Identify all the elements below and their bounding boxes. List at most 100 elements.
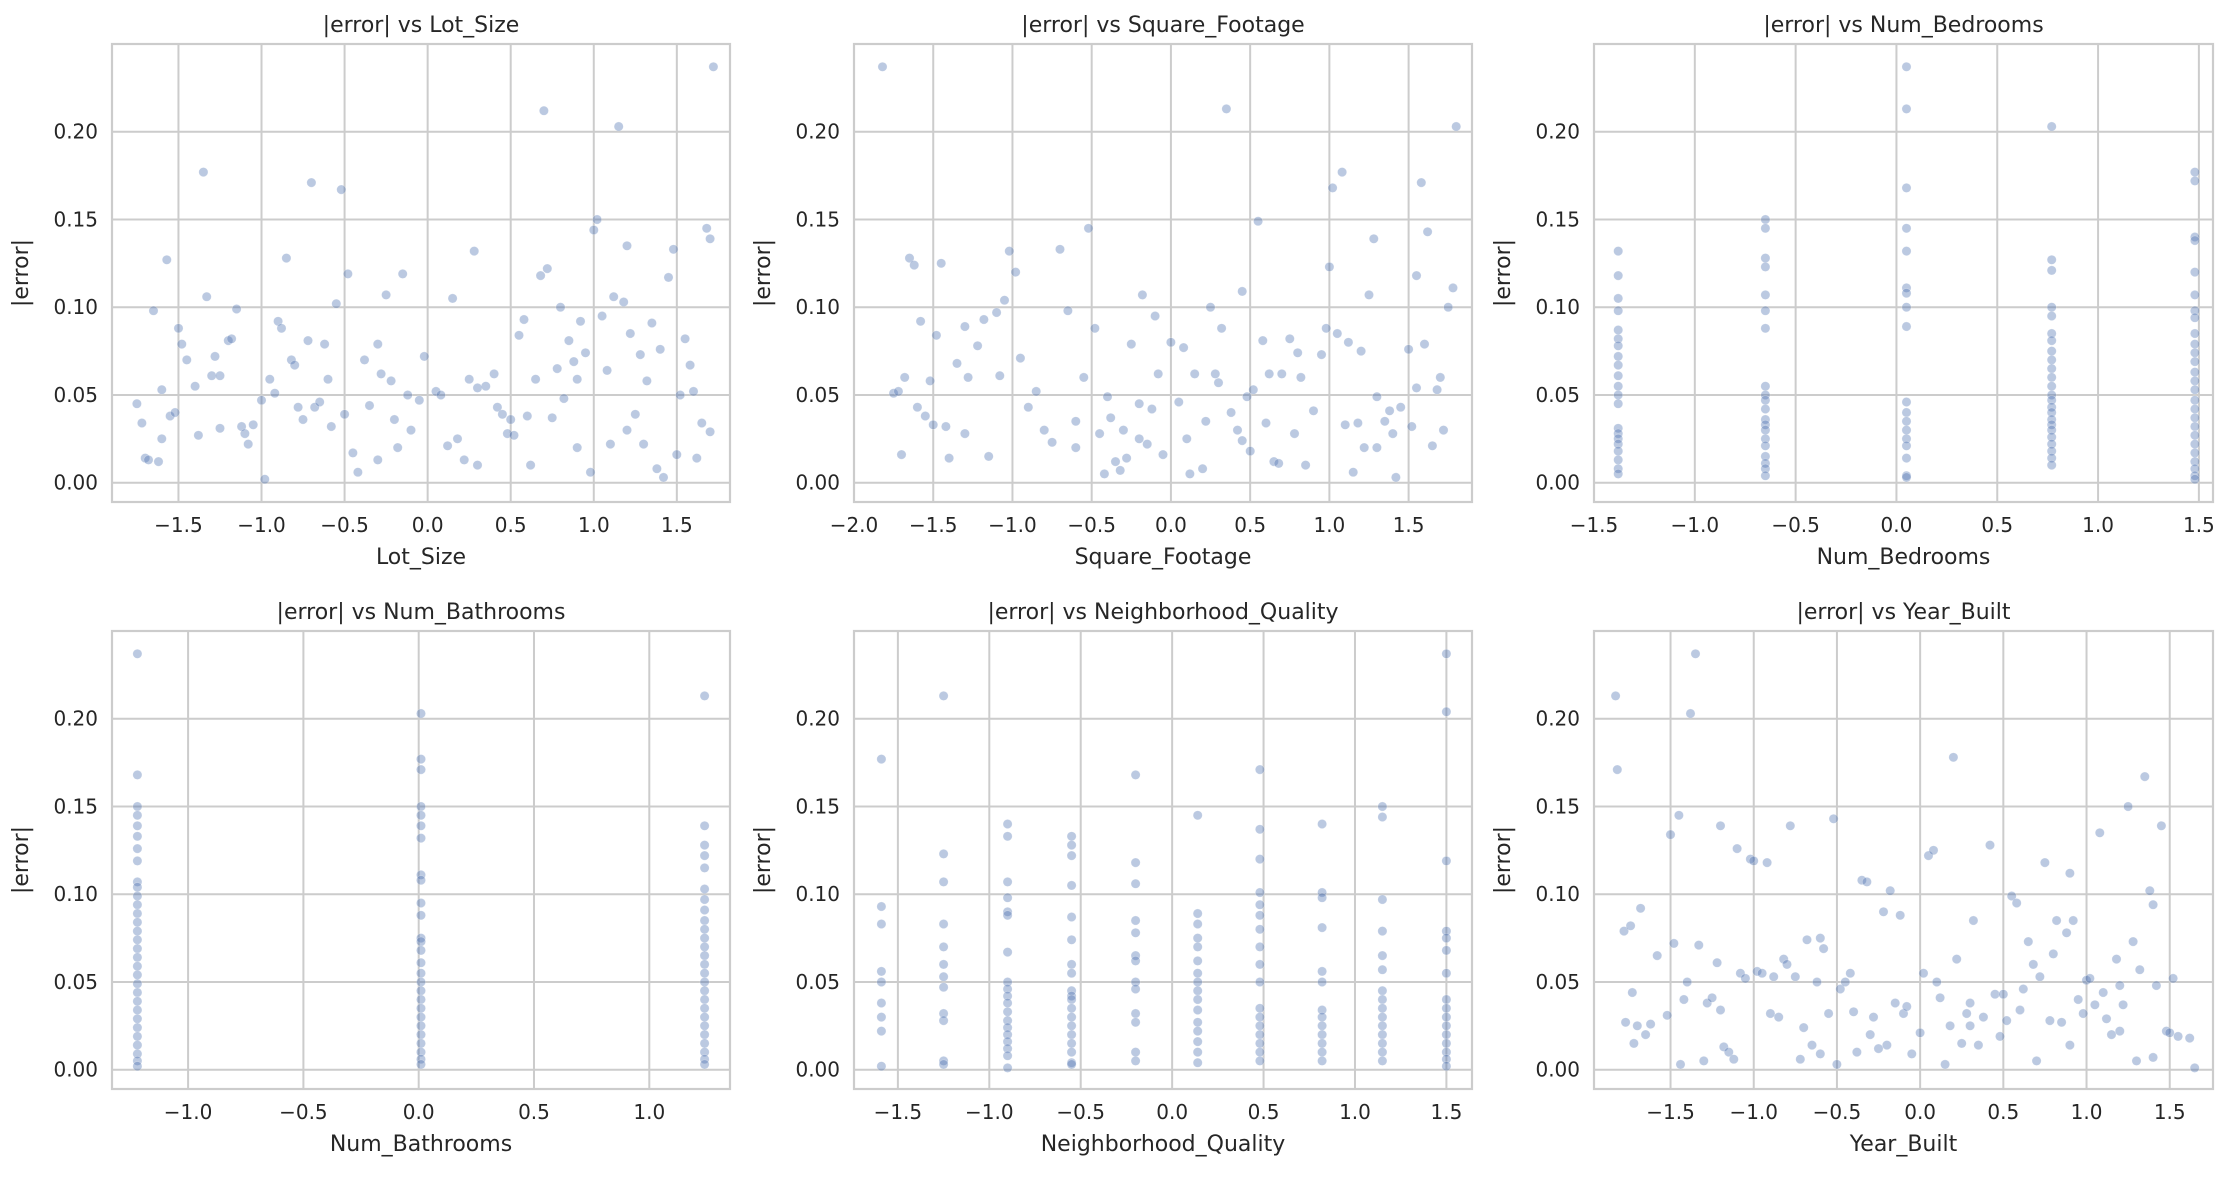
data-point [699, 1003, 710, 1014]
data-point [1317, 887, 1327, 898]
y-tick-label: 0.15 [53, 207, 98, 231]
data-point [132, 1022, 143, 1033]
data-point [638, 439, 649, 449]
data-point [416, 1038, 426, 1049]
data-point [1674, 810, 1684, 821]
data-point [1707, 992, 1717, 1003]
data-point [1255, 1003, 1265, 1014]
x-tick-label: −0.5 [1771, 513, 1820, 537]
data-point [1317, 966, 1327, 977]
data-point [1998, 989, 2009, 1000]
x-tick-label: 0.5 [495, 513, 527, 537]
data-point [132, 1031, 143, 1042]
data-point [1130, 1008, 1141, 1019]
data-point [1778, 954, 1789, 964]
data-point [1857, 875, 1867, 886]
data-point [1748, 856, 1759, 866]
points-year-built [1610, 648, 2200, 1073]
data-point [1760, 395, 1771, 406]
data-point [1752, 966, 1762, 977]
data-point [994, 370, 1005, 381]
data-point [1802, 934, 1812, 945]
data-point [2089, 999, 2100, 1010]
y-tick-label: 0.05 [53, 970, 98, 994]
data-point [1951, 954, 1962, 964]
data-point [1273, 458, 1284, 469]
data-point [1848, 1006, 1859, 1017]
data-point [1435, 372, 1446, 383]
data-point [701, 223, 712, 234]
data-point [215, 423, 225, 434]
data-point [416, 1029, 426, 1040]
data-point [904, 253, 915, 263]
data-point [1353, 418, 1363, 428]
data-point [2114, 1026, 2125, 1036]
data-point [928, 419, 939, 430]
data-point [699, 933, 710, 943]
data-point [1795, 1054, 1806, 1065]
data-point [397, 268, 408, 279]
data-point [1812, 977, 1822, 987]
data-point [1613, 340, 1624, 351]
data-point [156, 384, 167, 395]
y-tick-label: 0.05 [53, 383, 98, 407]
data-point [691, 453, 702, 463]
y-tick-label: 0.05 [1535, 970, 1580, 994]
data-point [1773, 1012, 1784, 1022]
data-point [1166, 337, 1176, 348]
y-tick-label: 0.20 [1535, 120, 1580, 144]
data-point [416, 820, 426, 831]
data-point [876, 1026, 887, 1036]
data-point [1832, 1059, 1842, 1070]
data-point [1377, 801, 1388, 812]
data-point [1115, 465, 1126, 476]
data-point [132, 908, 143, 919]
data-point [1818, 943, 1829, 954]
data-point [1948, 752, 1959, 763]
data-point [2189, 232, 2200, 242]
data-point [2189, 463, 2200, 474]
data-point [972, 340, 983, 351]
data-point [1317, 1047, 1327, 1057]
data-point [1760, 404, 1771, 414]
data-point [2189, 1063, 2200, 1073]
data-point [2046, 254, 2057, 265]
data-point [1264, 368, 1275, 379]
data-point [156, 433, 167, 444]
data-point [1441, 968, 1452, 979]
data-point [1693, 940, 1704, 950]
data-point [1066, 994, 1077, 1005]
data-point [1441, 1054, 1452, 1065]
data-point [132, 934, 143, 945]
data-point [1698, 1056, 1709, 1066]
data-point [622, 425, 632, 435]
data-point [2023, 936, 2034, 947]
data-point [1632, 1020, 1643, 1031]
data-point [1094, 428, 1105, 439]
data-point [248, 419, 259, 430]
data-point [1205, 302, 1216, 313]
data-point [580, 347, 591, 358]
data-point [264, 374, 275, 385]
x-tick-label: 1.5 [1430, 1100, 1462, 1124]
data-point [2046, 425, 2057, 435]
data-point [1192, 985, 1203, 996]
data-point [505, 414, 516, 425]
data-point [1070, 442, 1081, 453]
data-point [1066, 850, 1077, 861]
data-point [1685, 708, 1696, 719]
data-point [1255, 924, 1265, 935]
data-point [2046, 390, 2057, 400]
data-point [1613, 333, 1624, 344]
data-point [1232, 425, 1243, 435]
data-point [1613, 246, 1624, 256]
data-point [1815, 933, 1826, 943]
data-point [938, 959, 949, 970]
data-point [1890, 998, 1901, 1008]
chart-panel-num-bathrooms: −1.0 −0.5 0.0 0.5 1.0 0.00 0.05 0.10 0.15 0.20 |er… [9, 600, 732, 1157]
x-tick-label: −1.0 [1671, 513, 1720, 537]
data-point [1010, 267, 1021, 277]
data-point [2046, 311, 2057, 321]
data-point [699, 884, 710, 894]
data-point [1961, 1008, 1972, 1019]
